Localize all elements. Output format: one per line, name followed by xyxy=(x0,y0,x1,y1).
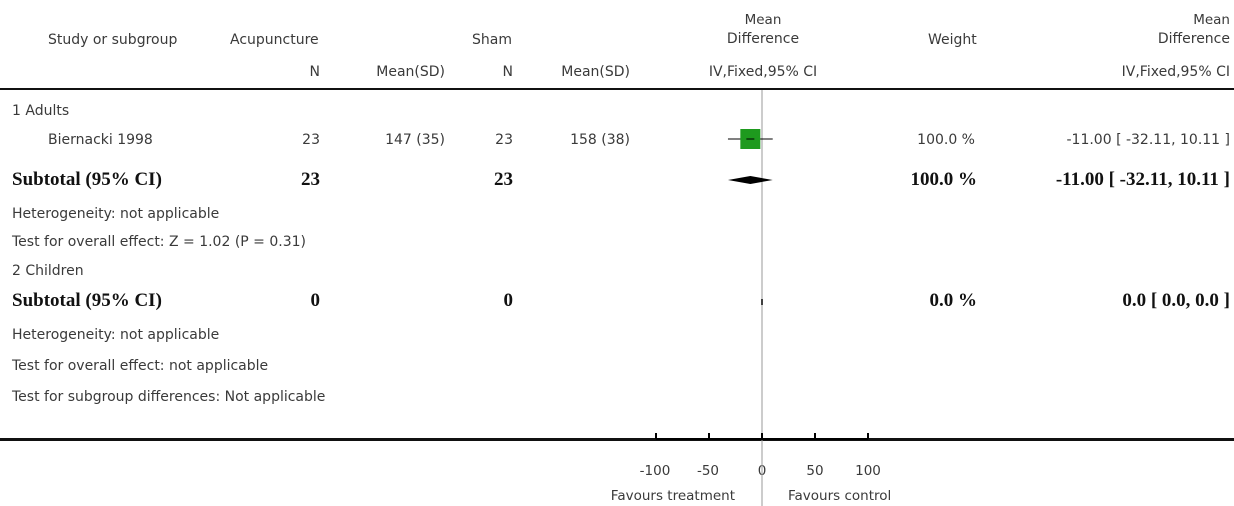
subgroup-differences: Test for subgroup differences: Not appli… xyxy=(12,389,326,405)
study-n1: 23 xyxy=(302,132,320,148)
subtotal-ci-adults: -11.00 [ -32.11, 10.11 ] xyxy=(1055,169,1230,190)
subtotal-label-adults: Subtotal (95% CI) xyxy=(12,169,162,190)
favours-treatment-label: Favours treatment xyxy=(610,488,735,504)
subtotal-diamond-0 xyxy=(727,176,773,184)
subtotal-n2-children: 0 xyxy=(503,290,514,311)
subtotal-n1-adults: 23 xyxy=(301,169,320,190)
header-rule xyxy=(0,88,1234,90)
study-n2: 23 xyxy=(495,132,513,148)
header-md-top: Mean xyxy=(744,12,782,28)
header-n-control: N xyxy=(502,64,513,80)
header-study: Study or subgroup xyxy=(48,32,178,48)
tick-label-neg50: -50 xyxy=(696,463,720,479)
tick-label-100: 100 xyxy=(855,463,881,479)
subtotal-n1-children: 0 xyxy=(310,290,321,311)
heterogeneity-children: Heterogeneity: not applicable xyxy=(12,327,220,343)
study-mean2: 158 (38) xyxy=(570,132,630,148)
header-control: Sham xyxy=(472,32,512,48)
study-mean1: 147 (35) xyxy=(385,132,445,148)
study-name: Biernacki 1998 xyxy=(48,132,153,148)
header-treatment: Acupuncture xyxy=(230,32,319,48)
subtotal-weight-adults: 100.0 % xyxy=(910,169,978,190)
header-n-treatment: N xyxy=(309,64,320,80)
subtotal-ci-children: 0.0 [ 0.0, 0.0 ] xyxy=(1122,290,1230,311)
header-meansd-treatment: Mean(SD) xyxy=(376,64,445,80)
header-md2-top: Mean xyxy=(1193,12,1230,28)
subtotal-label-children: Subtotal (95% CI) xyxy=(12,290,162,311)
header-method2: IV,Fixed,95% CI xyxy=(1121,64,1230,80)
subtotal-n2-adults: 23 xyxy=(494,169,513,190)
heterogeneity-adults: Heterogeneity: not applicable xyxy=(12,206,220,222)
header-method: IV,Fixed,95% CI xyxy=(708,64,818,80)
header-meansd-control: Mean(SD) xyxy=(561,64,630,80)
tick-label-neg100: -100 xyxy=(639,463,671,479)
tick-label-50: 50 xyxy=(806,463,824,479)
header-md2-bottom: Difference xyxy=(1157,31,1230,47)
group-title-adults: 1 Adults xyxy=(12,103,70,119)
header-weight: Weight xyxy=(928,32,977,48)
overall-effect-adults: Test for overall effect: Z = 1.02 (P = 0… xyxy=(12,234,306,250)
header-md-bottom: Difference xyxy=(726,31,800,47)
favours-control-label: Favours control xyxy=(788,488,892,504)
study-weight: 100.0 % xyxy=(917,132,975,148)
overall-effect-children: Test for overall effect: not applicable xyxy=(12,358,269,374)
subtotal-weight-children: 0.0 % xyxy=(929,290,978,311)
study-ci: -11.00 [ -32.11, 10.11 ] xyxy=(1066,132,1230,148)
group-title-children: 2 Children xyxy=(12,263,84,279)
bottom-rule xyxy=(0,438,1234,441)
